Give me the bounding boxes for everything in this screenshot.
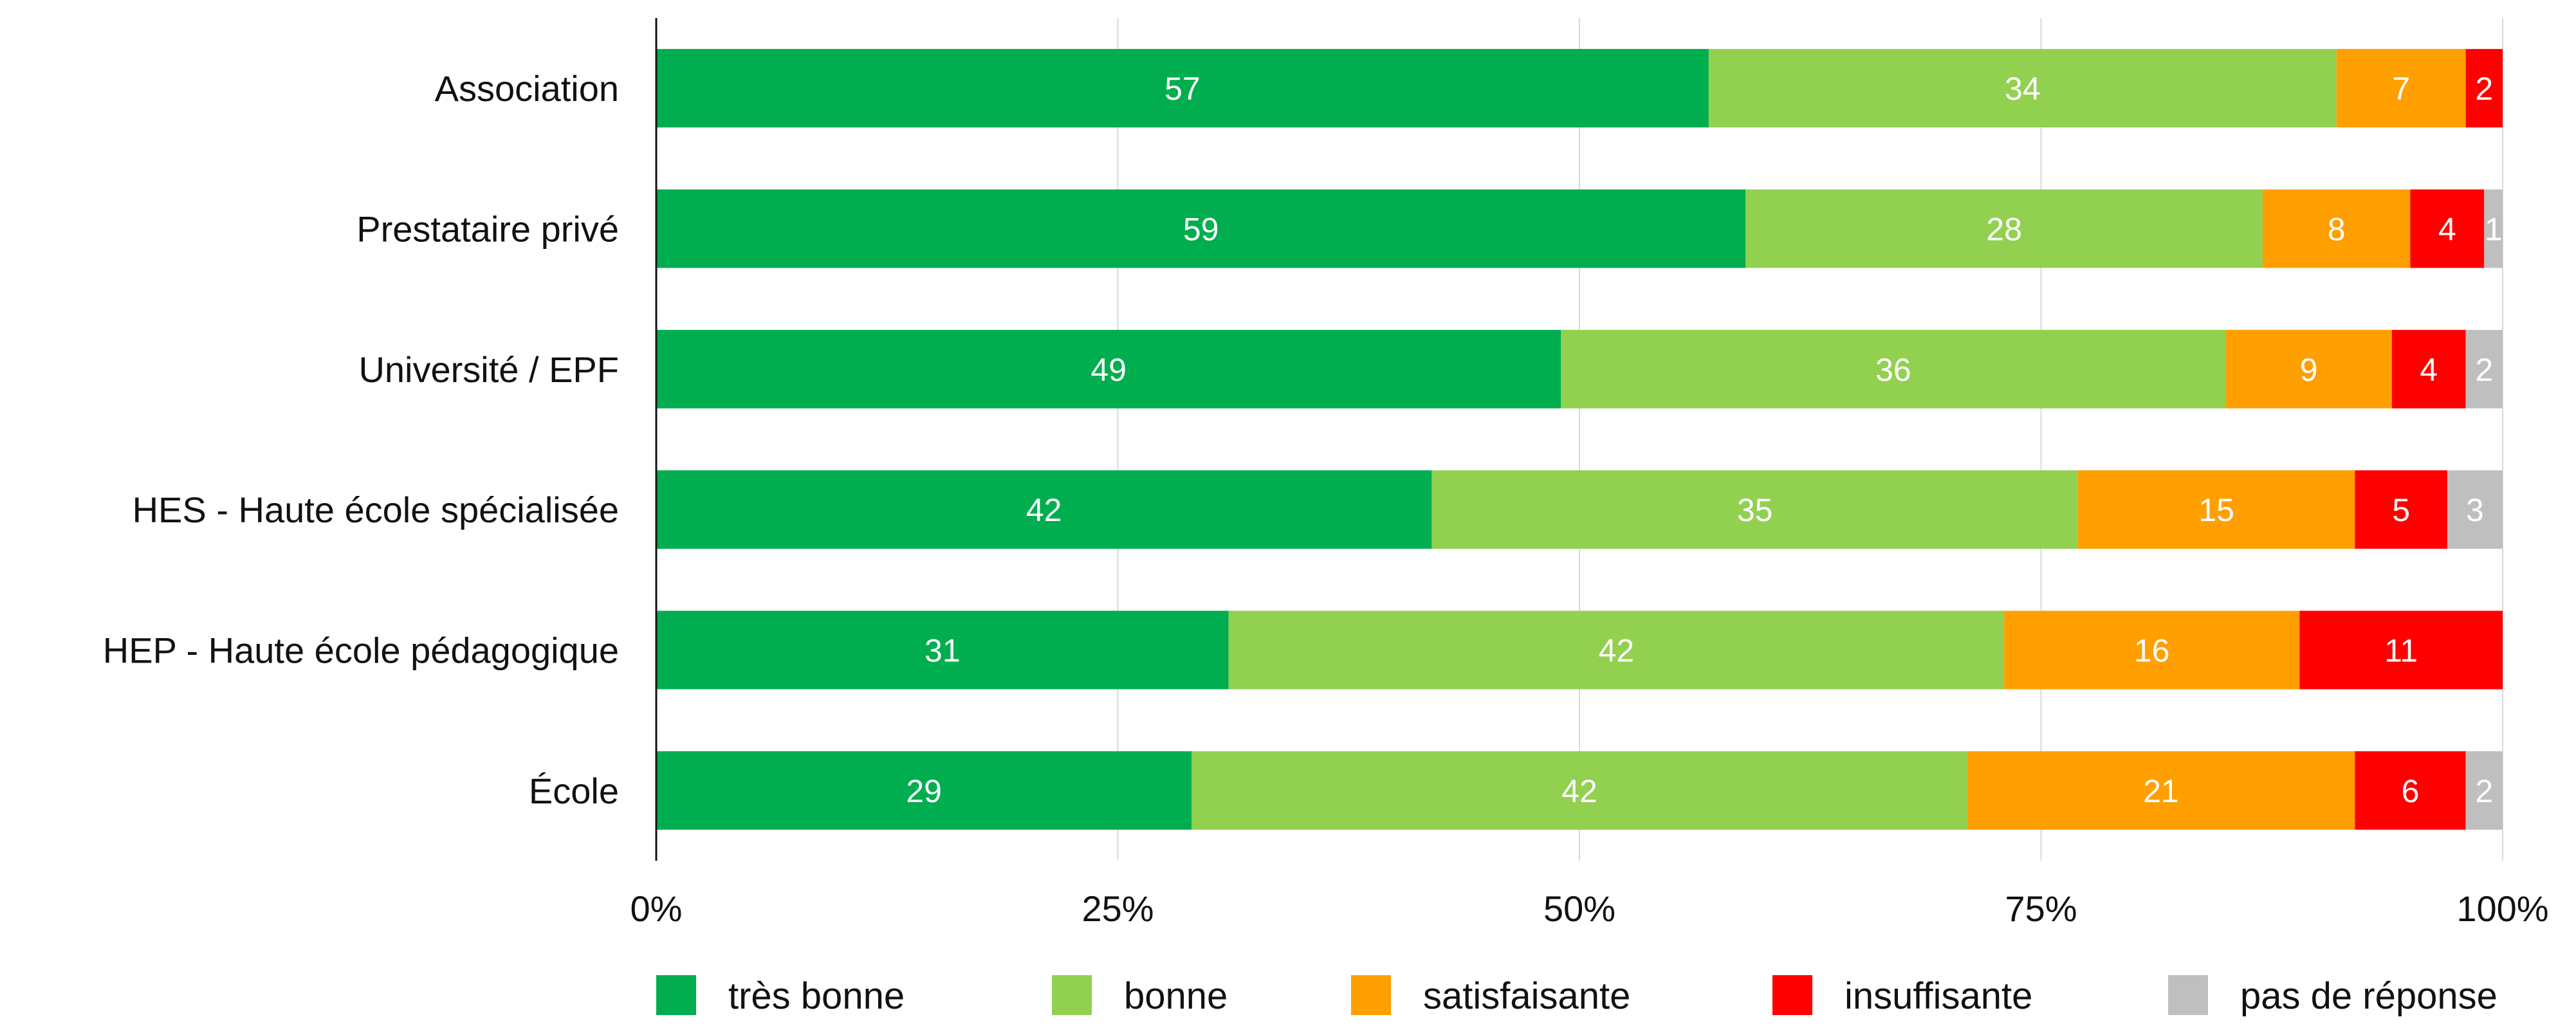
- bar-segment-insuffisante: [2410, 189, 2485, 268]
- bar-segment-tres-bonne: [656, 470, 1432, 549]
- bar-segment-bonne: [1431, 470, 2078, 549]
- legend-swatch-bonne: [1052, 975, 1092, 1015]
- data-label: 2: [2475, 773, 2493, 809]
- data-label: 6: [2402, 773, 2420, 809]
- data-label: 16: [2134, 633, 2170, 669]
- data-label: 35: [1737, 492, 1773, 528]
- category-label: Université / EPF: [358, 349, 619, 390]
- data-label: 57: [1164, 71, 1201, 107]
- bar-segment-insuffisante: [2355, 751, 2466, 830]
- legend-label: insuffisante: [1845, 975, 2032, 1017]
- data-label: 34: [2005, 71, 2041, 107]
- data-label: 8: [2328, 212, 2346, 248]
- data-label: 21: [2143, 773, 2179, 809]
- data-label: 42: [1026, 492, 1062, 528]
- data-label: 2: [2475, 352, 2493, 388]
- category-label: HES - Haute école spécialisée: [133, 490, 619, 530]
- data-label: 29: [906, 773, 942, 809]
- bar-segment-satisfaisante: [2077, 470, 2355, 549]
- bar-segment-tres-bonne: [656, 329, 1561, 408]
- bar-segment-tres-bonne: [656, 610, 1229, 690]
- bar-segment-pas-de-reponse: [2465, 329, 2503, 408]
- bar-segment-insuffisante: [2391, 329, 2466, 408]
- bar-segment-bonne: [1561, 329, 2226, 408]
- x-tick-label: 0%: [630, 888, 683, 929]
- bar-segment-pas-de-reponse: [2447, 470, 2503, 549]
- bar-segment-tres-bonne: [656, 189, 1746, 268]
- data-label: 28: [1986, 212, 2022, 248]
- legend-label: satisfaisante: [1423, 975, 1630, 1017]
- bar-segment-insuffisante: [2299, 610, 2503, 690]
- legend-label: très bonne: [728, 975, 905, 1017]
- bar-segment-bonne: [1745, 189, 2263, 268]
- data-label: 1: [2485, 212, 2503, 248]
- bar-segment-insuffisante: [2355, 470, 2447, 549]
- data-label: 31: [925, 633, 961, 669]
- bar-segment-bonne: [1708, 49, 2337, 128]
- data-label: 36: [1875, 352, 1911, 388]
- x-tick-label: 100%: [2456, 888, 2548, 929]
- category-label: HEP - Haute école pédagogique: [103, 630, 619, 671]
- bar-segment-satisfaisante: [2262, 189, 2411, 268]
- x-tick-label: 50%: [1543, 888, 1615, 929]
- category-label: Association: [435, 68, 619, 109]
- bar-segment-pas-de-reponse: [2484, 189, 2503, 268]
- data-label: 42: [1561, 773, 1597, 809]
- data-label: 42: [1599, 633, 1635, 669]
- legend-swatch-satisfaisante: [1351, 975, 1391, 1015]
- data-label: 7: [2392, 71, 2410, 107]
- x-tick-label: 75%: [2005, 888, 2077, 929]
- legend-swatch-insuffisante: [1772, 975, 1812, 1015]
- data-label: 5: [2392, 492, 2410, 528]
- bars: [656, 49, 2503, 830]
- bar-segment-bonne: [1228, 610, 2005, 690]
- legend-label: pas de réponse: [2240, 975, 2498, 1017]
- bar-segment-tres-bonne: [656, 49, 1709, 128]
- bar-segment-bonne: [1191, 751, 1967, 830]
- x-tick-label: 25%: [1081, 888, 1154, 929]
- bar-segment-satisfaisante: [2004, 610, 2300, 690]
- gridlines: [1117, 18, 2503, 861]
- data-label: 15: [2198, 492, 2234, 528]
- bar-segment-satisfaisante: [1967, 751, 2355, 830]
- data-label: 4: [2420, 352, 2438, 388]
- data-label: 9: [2300, 352, 2318, 388]
- bar-segment-insuffisante: [2465, 49, 2503, 128]
- bar-segment-tres-bonne: [656, 751, 1192, 830]
- bar-segment-satisfaisante: [2336, 49, 2466, 128]
- data-label: 59: [1183, 212, 1219, 248]
- legend-label: bonne: [1124, 975, 1228, 1017]
- bar-segment-pas-de-reponse: [2465, 751, 2503, 830]
- data-label: 49: [1090, 352, 1127, 388]
- data-label: 4: [2438, 212, 2456, 248]
- axes: 0% 25% 50% 75% 100%: [630, 18, 2549, 929]
- legend-swatch-pas-de-reponse: [2168, 975, 2208, 1015]
- data-label: 11: [2384, 633, 2418, 669]
- category-label: Prestataire privé: [356, 209, 619, 250]
- data-label: 2: [2475, 71, 2493, 107]
- category-label: École: [529, 771, 619, 811]
- legend-swatch-tres-bonne: [656, 975, 696, 1015]
- legend: très bonne bonne satisfaisante insuffisante…: [656, 975, 2498, 1017]
- bar-segment-satisfaisante: [2225, 329, 2392, 408]
- data-label: 3: [2466, 492, 2484, 528]
